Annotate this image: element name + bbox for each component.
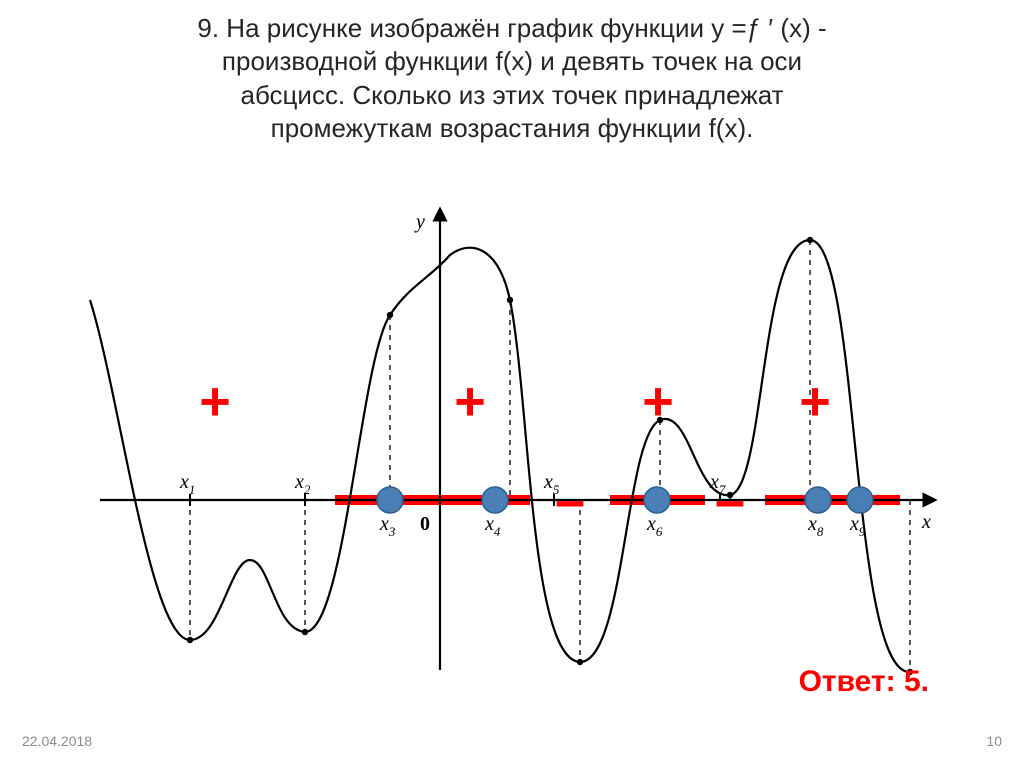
minus-sign: – xyxy=(715,470,745,530)
blue-dot xyxy=(482,487,508,513)
title-line-2: производной функции f(x) и девять точек … xyxy=(60,45,964,78)
plus-sign: + xyxy=(799,371,831,431)
derivative-curve xyxy=(90,240,910,672)
title-line-1: 9. На рисунке изображён график функции у… xyxy=(60,12,964,45)
x-axis-label: x xyxy=(921,511,931,533)
x-label-x3: x3 xyxy=(379,513,396,539)
plus-sign: + xyxy=(642,371,674,431)
plus-sign: + xyxy=(199,371,231,431)
slide: 9. На рисунке изображён график функции у… xyxy=(0,0,1024,767)
x-label-x1: x1 xyxy=(179,471,195,497)
y-axis-label: y xyxy=(414,211,425,233)
x-label-x2: x2 xyxy=(294,471,311,497)
blue-dot xyxy=(805,487,831,513)
footer-page: 10 xyxy=(986,733,1002,749)
footer-date: 22.04.2018 xyxy=(22,733,92,749)
blue-dot xyxy=(377,487,403,513)
answer-text: Ответ: 5. xyxy=(799,665,929,699)
x-label-x6: x6 xyxy=(646,513,663,539)
derivative-chart: x1x2x3x4x5x6x7x8x9 –– ++++ y x 0 xyxy=(70,200,954,680)
minus-sign: – xyxy=(555,470,585,530)
problem-title: 9. На рисунке изображён график функции у… xyxy=(60,12,964,145)
title-line-4: промежуткам возрастания функции f(x). xyxy=(60,112,964,145)
plus-signs: + + + + xyxy=(199,371,831,431)
blue-dot xyxy=(847,487,873,513)
origin-label: 0 xyxy=(420,513,430,535)
blue-dot xyxy=(644,487,670,513)
x-label-x4: x4 xyxy=(484,513,501,539)
plus-sign: + xyxy=(454,371,486,431)
x-label-x8: x8 xyxy=(807,513,824,539)
title-line-3: абсцисс. Сколько из этих точек принадлеж… xyxy=(60,79,964,112)
chart-svg: x1x2x3x4x5x6x7x8x9 –– ++++ y x 0 xyxy=(70,200,954,680)
dashed-guides xyxy=(187,237,913,675)
